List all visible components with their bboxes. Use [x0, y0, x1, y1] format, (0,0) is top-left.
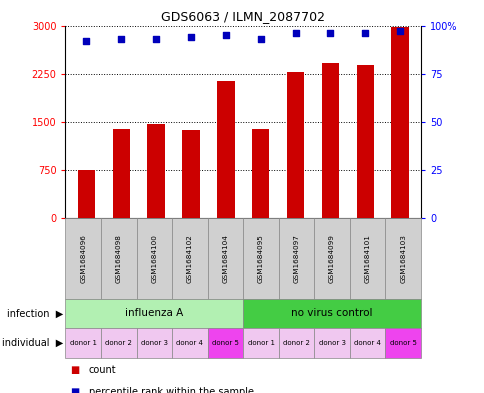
Text: GSM1684097: GSM1684097 [293, 234, 299, 283]
Bar [321, 63, 338, 218]
Text: donor 1: donor 1 [247, 340, 274, 346]
Point [256, 36, 264, 42]
Text: GSM1684096: GSM1684096 [80, 234, 86, 283]
Bar [251, 129, 269, 218]
Text: GSM1684104: GSM1684104 [222, 234, 228, 283]
Text: ■: ■ [70, 387, 79, 393]
Text: percentile rank within the sample: percentile rank within the sample [89, 387, 253, 393]
Title: GDS6063 / ILMN_2087702: GDS6063 / ILMN_2087702 [161, 10, 325, 23]
Text: GSM1684099: GSM1684099 [329, 234, 334, 283]
Text: donor 2: donor 2 [283, 340, 309, 346]
Text: no virus control: no virus control [291, 309, 372, 318]
Text: donor 4: donor 4 [176, 340, 203, 346]
Point [117, 36, 125, 42]
Bar [112, 129, 130, 218]
Text: donor 2: donor 2 [105, 340, 132, 346]
Bar [182, 130, 199, 218]
Bar [147, 124, 165, 218]
Bar [391, 27, 408, 218]
Text: GSM1684100: GSM1684100 [151, 234, 157, 283]
Bar [77, 170, 95, 218]
Point [152, 36, 160, 42]
Point [291, 30, 299, 37]
Bar [286, 72, 303, 218]
Text: donor 3: donor 3 [140, 340, 167, 346]
Bar [356, 65, 373, 218]
Text: GSM1684098: GSM1684098 [116, 234, 121, 283]
Text: GSM1684103: GSM1684103 [399, 234, 406, 283]
Point [361, 30, 368, 37]
Point [82, 38, 90, 44]
Text: donor 3: donor 3 [318, 340, 345, 346]
Point [187, 34, 195, 40]
Text: individual  ▶: individual ▶ [2, 338, 63, 348]
Point [395, 28, 403, 35]
Text: GSM1684102: GSM1684102 [186, 234, 193, 283]
Point [326, 30, 333, 37]
Bar [217, 81, 234, 218]
Text: donor 4: donor 4 [353, 340, 380, 346]
Text: infection  ▶: infection ▶ [7, 309, 63, 318]
Text: GSM1684095: GSM1684095 [257, 234, 263, 283]
Text: GSM1684101: GSM1684101 [364, 234, 370, 283]
Point [222, 32, 229, 38]
Text: donor 1: donor 1 [70, 340, 96, 346]
Text: count: count [89, 365, 116, 375]
Text: donor 5: donor 5 [212, 340, 239, 346]
Text: donor 5: donor 5 [389, 340, 416, 346]
Text: ■: ■ [70, 365, 79, 375]
Text: influenza A: influenza A [125, 309, 183, 318]
